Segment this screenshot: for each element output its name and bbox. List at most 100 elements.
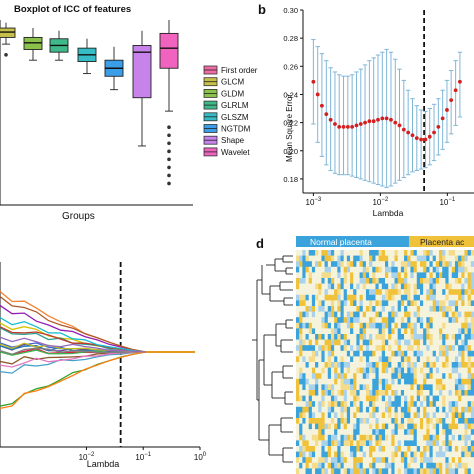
heatmap-cell <box>464 429 468 436</box>
heatmap-cell <box>413 272 418 279</box>
chart-a-xlabel: Groups <box>62 211 95 222</box>
heatmap-cell <box>461 278 465 284</box>
heatmap-cell <box>467 390 472 396</box>
heatmap-cell <box>381 289 386 296</box>
heatmap-cell <box>407 384 411 391</box>
heatmap-cell <box>467 362 472 368</box>
heatmap-cell <box>299 440 303 447</box>
heatmap-cell <box>350 367 354 374</box>
heatmap-cell <box>324 283 329 290</box>
heatmap-cell <box>423 395 427 402</box>
heatmap-cell <box>362 255 367 262</box>
heatmap-cell <box>365 446 370 452</box>
heatmap-cell <box>429 278 433 284</box>
heatmap-cell <box>327 373 332 380</box>
heatmap-cell <box>423 345 427 352</box>
heatmap-cell <box>470 356 474 363</box>
heatmap-cell <box>461 300 465 307</box>
heatmap-cell <box>350 261 354 268</box>
heatmap-cell <box>302 440 306 447</box>
heatmap-cell <box>448 328 453 335</box>
heatmap-cell <box>426 339 430 346</box>
heatmap-cell <box>308 434 313 441</box>
heatmap-cell <box>413 266 418 273</box>
heatmap-cell <box>305 272 310 279</box>
heatmap-cell <box>439 451 443 458</box>
heatmap-cell <box>321 401 325 408</box>
heatmap-cell <box>413 278 418 284</box>
heatmap-cell <box>385 412 389 419</box>
heatmap-cell <box>353 451 357 458</box>
heatmap-cell <box>372 356 376 363</box>
heatmap-cell <box>445 401 449 408</box>
heatmap-cell <box>299 412 303 419</box>
heatmap-cell <box>359 345 364 352</box>
heatmap-cell <box>419 384 424 391</box>
heatmap-cell <box>378 356 383 363</box>
heatmap-cell <box>400 339 405 346</box>
heatmap-cell <box>350 334 354 340</box>
heatmap-cell <box>394 468 399 474</box>
heatmap-cell <box>407 367 411 374</box>
heatmap-cell <box>305 345 310 352</box>
heatmap-cell <box>359 266 364 273</box>
heatmap-cell <box>365 272 370 279</box>
heatmap-cell <box>404 317 408 324</box>
heatmap-cell <box>385 317 389 324</box>
heatmap-cell <box>327 334 332 340</box>
heatmap-cell <box>353 373 357 380</box>
heatmap-cell <box>359 311 364 318</box>
heatmap-cell <box>407 334 411 340</box>
heatmap-cell <box>461 378 465 385</box>
heatmap-cell <box>419 412 424 419</box>
chart-a-title: Boxplot of ICC of features <box>14 4 131 15</box>
heatmap-cell <box>442 468 446 474</box>
heatmap-cell <box>439 322 443 329</box>
heatmap-cell <box>461 384 465 391</box>
heatmap-cell <box>340 367 344 374</box>
heatmap-cell <box>423 334 427 340</box>
heatmap-cell <box>461 356 465 363</box>
heatmap-cell <box>391 322 395 329</box>
heatmap-cell <box>346 266 351 273</box>
heatmap-cell <box>470 272 474 279</box>
heatmap-cell <box>413 440 418 447</box>
heatmap-cell <box>454 384 459 391</box>
heatmap-cell <box>334 401 338 408</box>
heatmap-cell <box>423 322 427 329</box>
heatmap-cell <box>311 306 316 312</box>
heatmap-cell <box>448 261 453 268</box>
heatmap-cell <box>365 345 370 352</box>
heatmap-cell <box>451 278 456 284</box>
heatmap-cell <box>391 395 395 402</box>
heatmap-cell <box>458 339 462 346</box>
heatmap-cell <box>400 266 405 273</box>
heatmap-cell <box>423 384 427 391</box>
heatmap-cell <box>372 339 376 346</box>
heatmap-cell <box>324 462 329 469</box>
heatmap-cell <box>391 451 395 458</box>
heatmap-cell <box>458 334 462 340</box>
heatmap-cell <box>381 401 386 408</box>
heatmap-cell <box>337 322 341 329</box>
heatmap-cell <box>445 412 449 419</box>
heatmap-cell <box>375 378 379 385</box>
heatmap-cell <box>458 462 462 469</box>
heatmap-cell <box>327 283 332 290</box>
heatmap-cell <box>391 401 395 408</box>
heatmap-cell <box>381 283 386 290</box>
heatmap-cell <box>470 446 474 452</box>
heatmap-cell <box>388 350 392 357</box>
heatmap-cell <box>337 294 341 301</box>
heatmap-cell <box>388 384 392 391</box>
heatmap-cell <box>350 434 354 441</box>
heatmap-cell <box>324 350 329 357</box>
heatmap-cell <box>413 350 418 357</box>
heatmap-cell <box>340 401 344 408</box>
heatmap-cell <box>432 350 437 357</box>
heatmap-cell <box>356 334 360 340</box>
heatmap-cell <box>419 306 424 312</box>
heatmap-cell <box>413 311 418 318</box>
heatmap-cell <box>302 300 306 307</box>
